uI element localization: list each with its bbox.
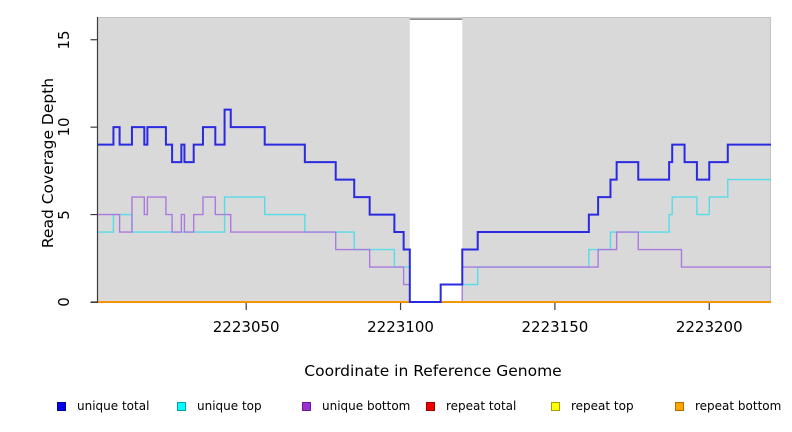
legend-label: repeat top bbox=[571, 399, 634, 413]
legend-label: unique bottom bbox=[322, 399, 411, 413]
x-tick-label: 2223100 bbox=[367, 318, 434, 336]
y-tick-label: 5 bbox=[55, 209, 73, 220]
legend-label: repeat bottom bbox=[695, 399, 782, 413]
y-tick-label: 15 bbox=[55, 30, 73, 50]
x-axis-title: Coordinate in Reference Genome bbox=[304, 362, 562, 380]
x-tick-label: 2223150 bbox=[521, 318, 589, 336]
legend-swatch-icon bbox=[177, 402, 186, 411]
x-tick-label: 2223200 bbox=[675, 318, 743, 336]
series-line-unique-bottom bbox=[98, 196, 771, 303]
legend-swatch-icon bbox=[675, 402, 684, 411]
legend-swatch-icon bbox=[302, 402, 311, 411]
legend-swatch-icon bbox=[551, 402, 560, 411]
y-axis-title: Read Coverage Depth bbox=[39, 77, 57, 249]
y-tick-label: 0 bbox=[55, 297, 73, 307]
series-line-unique-total bbox=[98, 108, 771, 303]
legend-label: unique total bbox=[77, 399, 150, 413]
legend-label: repeat total bbox=[446, 399, 517, 413]
coverage-gap-band bbox=[409, 18, 463, 302]
x-tick-label: 2223050 bbox=[212, 318, 280, 336]
legend-swatch-icon bbox=[426, 402, 435, 411]
y-tick-label: 10 bbox=[55, 117, 73, 137]
legend-label: unique top bbox=[197, 399, 262, 413]
legend: unique total unique top unique bottom repea… bbox=[0, 399, 792, 429]
legend-swatch-icon bbox=[57, 402, 66, 411]
